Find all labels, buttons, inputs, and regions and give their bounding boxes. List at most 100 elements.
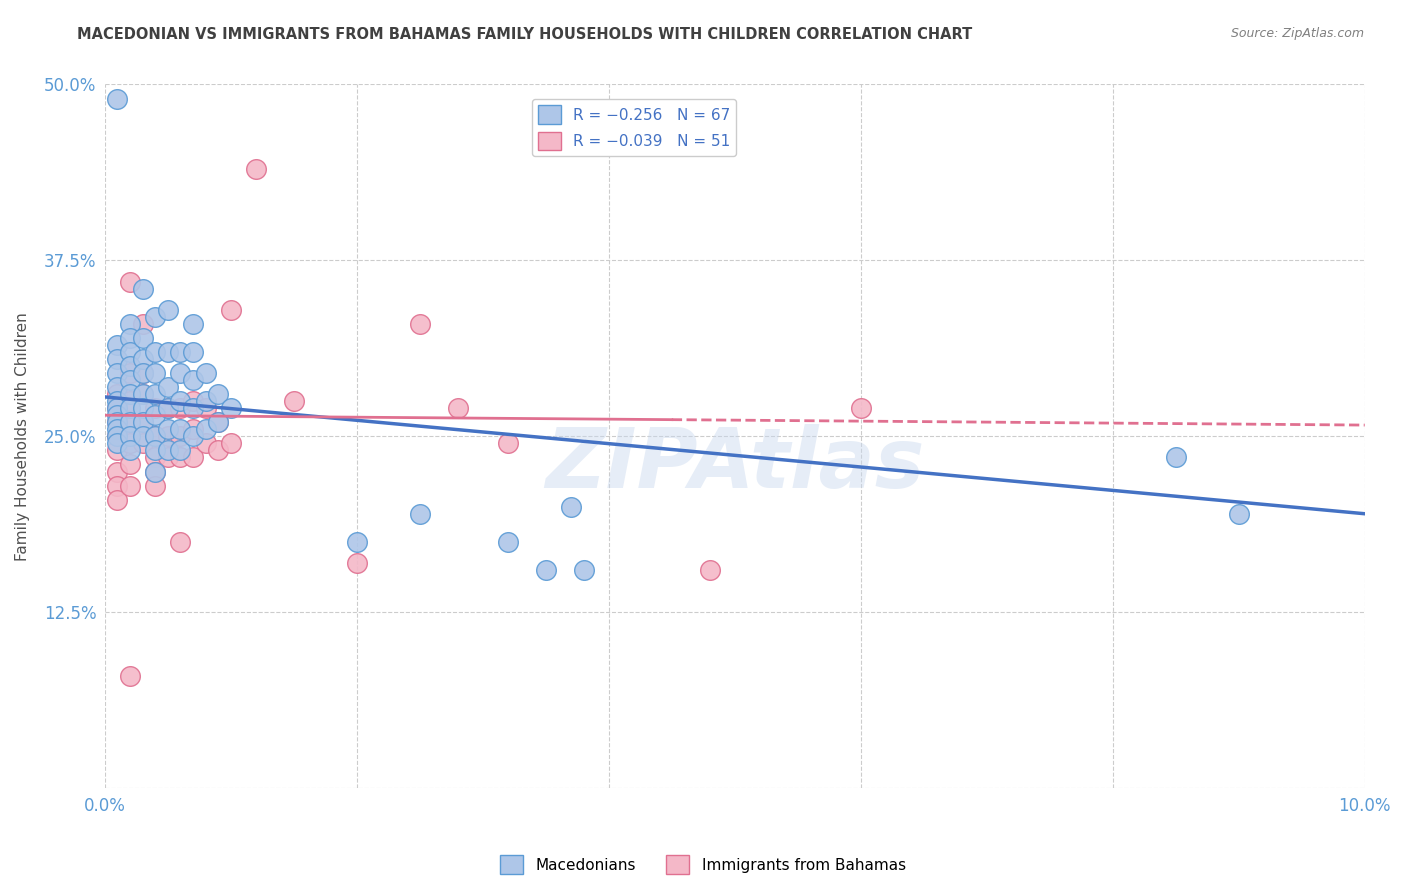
Point <box>194 394 217 409</box>
Point <box>118 366 141 380</box>
Point <box>169 422 191 436</box>
Point <box>131 366 153 380</box>
Point <box>107 91 129 105</box>
Point <box>181 450 204 465</box>
Point <box>156 429 179 443</box>
Point <box>219 401 242 416</box>
Point <box>107 401 129 416</box>
Point <box>181 373 204 387</box>
Point <box>156 401 179 416</box>
Point <box>143 465 166 479</box>
Point <box>118 415 141 429</box>
Point <box>207 387 229 401</box>
Point <box>181 394 204 409</box>
Point <box>107 401 129 416</box>
Point <box>207 415 229 429</box>
Point <box>118 373 141 387</box>
Text: MACEDONIAN VS IMMIGRANTS FROM BAHAMAS FAMILY HOUSEHOLDS WITH CHILDREN CORRELATIO: MACEDONIAN VS IMMIGRANTS FROM BAHAMAS FA… <box>77 27 973 42</box>
Point <box>409 507 432 521</box>
Point <box>107 338 129 352</box>
Point <box>107 478 129 492</box>
Point <box>107 366 129 380</box>
Point <box>156 302 179 317</box>
Point <box>143 478 166 492</box>
Point <box>118 668 141 682</box>
Point <box>118 478 141 492</box>
Point <box>143 387 166 401</box>
Point <box>169 394 191 409</box>
Point <box>1227 507 1250 521</box>
Point <box>131 436 153 450</box>
Point <box>143 401 166 416</box>
Point <box>156 422 179 436</box>
Point <box>131 281 153 295</box>
Point <box>560 500 582 514</box>
Point <box>699 563 721 577</box>
Point <box>131 401 153 416</box>
Point <box>207 415 229 429</box>
Point <box>107 429 129 443</box>
Point <box>181 401 204 416</box>
Point <box>156 401 179 416</box>
Point <box>131 366 153 380</box>
Point <box>169 401 191 416</box>
Point <box>534 563 557 577</box>
Text: ZIPAtlas: ZIPAtlas <box>546 424 925 505</box>
Point <box>107 436 129 450</box>
Point <box>143 465 166 479</box>
Point <box>245 161 267 176</box>
Point <box>409 317 432 331</box>
Point <box>496 535 519 549</box>
Legend: Macedonians, Immigrants from Bahamas: Macedonians, Immigrants from Bahamas <box>494 849 912 880</box>
Point <box>156 443 179 458</box>
Point <box>118 443 141 458</box>
Point <box>131 387 153 401</box>
Point <box>118 387 141 401</box>
Point <box>181 317 204 331</box>
Point <box>107 415 129 429</box>
Point <box>849 401 872 416</box>
Point <box>143 429 166 443</box>
Point <box>107 422 129 436</box>
Point <box>169 344 191 359</box>
Point <box>1164 450 1187 465</box>
Point <box>156 344 179 359</box>
Point <box>207 443 229 458</box>
Point <box>107 351 129 366</box>
Point <box>219 436 242 450</box>
Legend: R = −0.256   N = 67, R = −0.039   N = 51: R = −0.256 N = 67, R = −0.039 N = 51 <box>531 99 737 156</box>
Point <box>143 443 166 458</box>
Point <box>346 535 368 549</box>
Point <box>118 458 141 472</box>
Point <box>107 394 129 409</box>
Point <box>169 535 191 549</box>
Point <box>143 310 166 324</box>
Point <box>346 556 368 570</box>
Point <box>194 401 217 416</box>
Point <box>169 450 191 465</box>
Point <box>169 429 191 443</box>
Point <box>107 465 129 479</box>
Point <box>118 394 141 409</box>
Point <box>118 436 141 450</box>
Point <box>169 366 191 380</box>
Point <box>181 344 204 359</box>
Point <box>107 429 129 443</box>
Point <box>131 429 153 443</box>
Point <box>219 302 242 317</box>
Point <box>107 443 129 458</box>
Point <box>283 394 305 409</box>
Text: Source: ZipAtlas.com: Source: ZipAtlas.com <box>1230 27 1364 40</box>
Point <box>143 408 166 422</box>
Point <box>118 429 141 443</box>
Point <box>107 387 129 401</box>
Point <box>496 436 519 450</box>
Point <box>169 443 191 458</box>
Point <box>118 317 141 331</box>
Point <box>181 429 204 443</box>
Point <box>143 366 166 380</box>
Point <box>194 366 217 380</box>
Point <box>446 401 468 416</box>
Point <box>107 492 129 507</box>
Point <box>572 563 595 577</box>
